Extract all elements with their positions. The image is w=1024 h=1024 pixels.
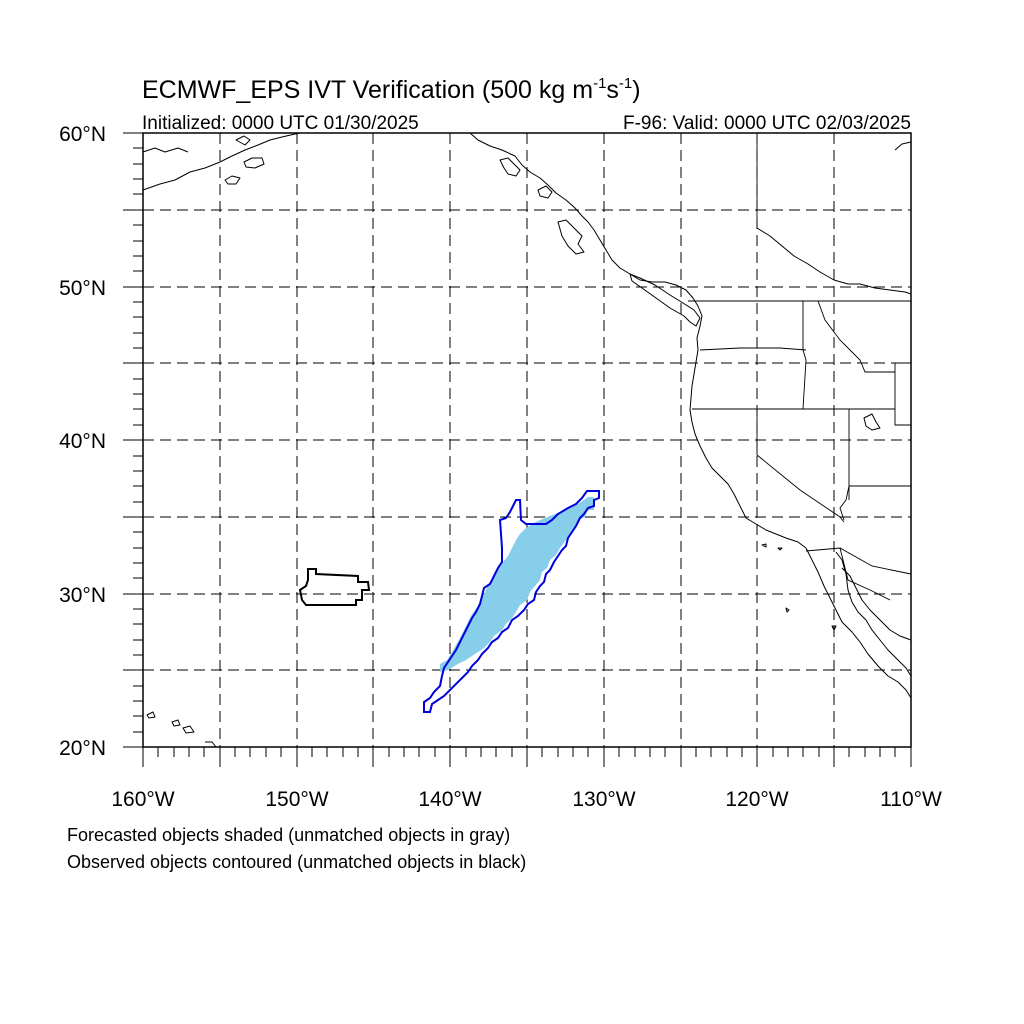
figure-title: ECMWF_EPS IVT Verification (500 kg m-1s-…: [142, 75, 641, 104]
lat-label-50n: 50°N: [59, 277, 106, 300]
forecast-note: Forecasted objects shaded (unmatched obj…: [67, 825, 510, 845]
lon-label-120w: 120°W: [725, 788, 788, 811]
lat-tick-labels: 60°N 50°N 40°N 30°N 20°N: [59, 123, 106, 760]
lat-label-20n: 20°N: [59, 737, 106, 760]
lat-label-30n: 30°N: [59, 584, 106, 607]
observed-note: Observed objects contoured (unmatched ob…: [67, 852, 526, 872]
lat-label-40n: 40°N: [59, 430, 106, 453]
tick-marks: [123, 132, 912, 767]
observed-object-matched: [423, 490, 600, 713]
lon-label-130w: 130°W: [572, 788, 635, 811]
gridlines: [143, 133, 911, 747]
forecast-object-matched: [440, 497, 594, 672]
lon-label-160w: 160°W: [111, 788, 174, 811]
lon-label-140w: 140°W: [418, 788, 481, 811]
coastlines: [142, 132, 912, 748]
lon-tick-labels: 160°W 150°W 140°W 130°W 120°W 110°W: [111, 788, 942, 811]
lon-label-150w: 150°W: [265, 788, 328, 811]
lat-label-60n: 60°N: [59, 123, 106, 146]
initialized-label: Initialized: 0000 UTC 01/30/2025: [142, 113, 419, 134]
political-borders: [688, 133, 912, 601]
lon-label-110w: 110°W: [880, 788, 942, 811]
observed-object-unmatched: [298, 568, 371, 606]
map-area: [142, 132, 912, 748]
valid-label: F-96: Valid: 0000 UTC 02/03/2025: [623, 113, 911, 134]
